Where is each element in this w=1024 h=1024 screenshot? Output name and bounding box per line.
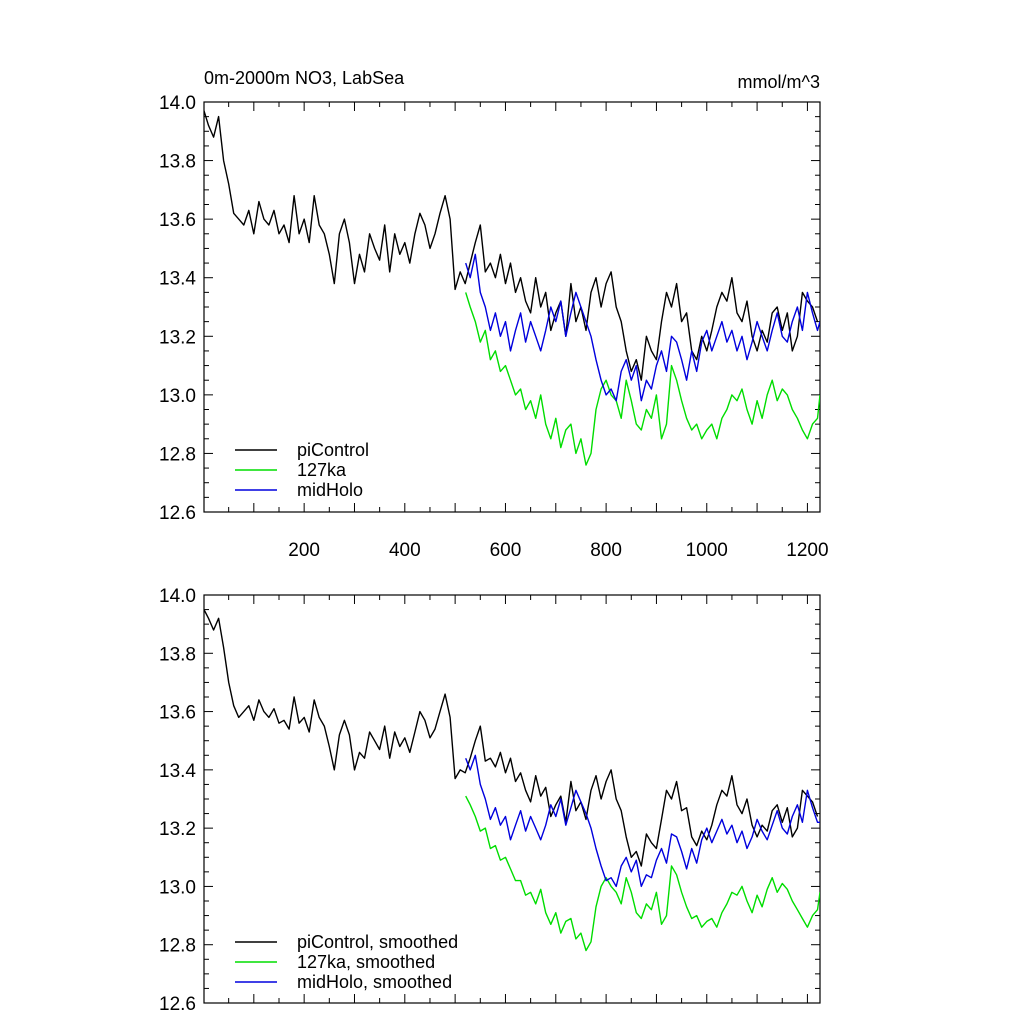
x-tick-label: 400 [389, 540, 421, 561]
series-line-midholo [465, 253, 820, 402]
y-tick-label: 13.8 [159, 644, 196, 665]
series-line-127ka [465, 292, 820, 466]
x-tick-label: 1000 [686, 540, 728, 561]
y-tick-label: 13.0 [159, 877, 196, 898]
bottom-panel: 12.6 12.8 13.0 13.2 13.4 13.6 13.8 14.0 piContro… [159, 586, 821, 1015]
y-tick-label: 13.8 [159, 152, 196, 173]
y-tick-label: 14.0 [159, 586, 196, 607]
top-panel: 12.6 12.8 13.0 13.2 13.4 13.6 13.8 14.0 200 400 60… [159, 93, 829, 561]
chart-title: 0m-2000m NO3, LabSea [204, 68, 405, 88]
y-tick-label: 13.6 [159, 210, 196, 231]
y-tick-label: 13.4 [159, 269, 196, 290]
y-tick-label: 13.4 [159, 761, 196, 782]
x-tick-label: 600 [490, 540, 522, 561]
series-line-127ka [465, 795, 820, 952]
series-line-picontrol [204, 110, 819, 381]
x-tick-label: 800 [590, 540, 622, 561]
units-label: mmol/m^3 [738, 72, 820, 92]
series-line-picontrol [204, 609, 819, 867]
y-tick-label: 12.8 [159, 936, 196, 957]
legend-label: 127ka [297, 460, 347, 480]
y-tick-label: 12.6 [159, 994, 196, 1015]
x-tick-label: 1200 [786, 540, 828, 561]
y-tick-label: 12.6 [159, 503, 196, 524]
y-tick-label: 13.2 [159, 327, 196, 348]
y-tick-label: 12.8 [159, 444, 196, 465]
series-line-midholo [465, 754, 820, 888]
y-tick-label: 14.0 [159, 93, 196, 114]
legend-label: midHolo, smoothed [297, 972, 452, 992]
y-tick-label: 13.6 [159, 703, 196, 724]
y-tick-label: 13.2 [159, 819, 196, 840]
y-tick-label: 13.0 [159, 386, 196, 407]
legend-label: 127ka, smoothed [297, 952, 435, 972]
x-tick-label: 200 [288, 540, 320, 561]
legend-label: piControl [297, 440, 369, 460]
legend-label: piControl, smoothed [297, 932, 458, 952]
legend-label: midHolo [297, 480, 363, 500]
